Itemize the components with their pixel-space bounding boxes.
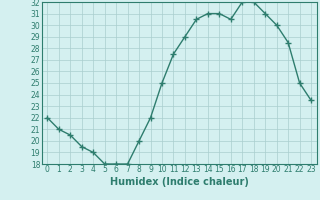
X-axis label: Humidex (Indice chaleur): Humidex (Indice chaleur) <box>110 177 249 187</box>
